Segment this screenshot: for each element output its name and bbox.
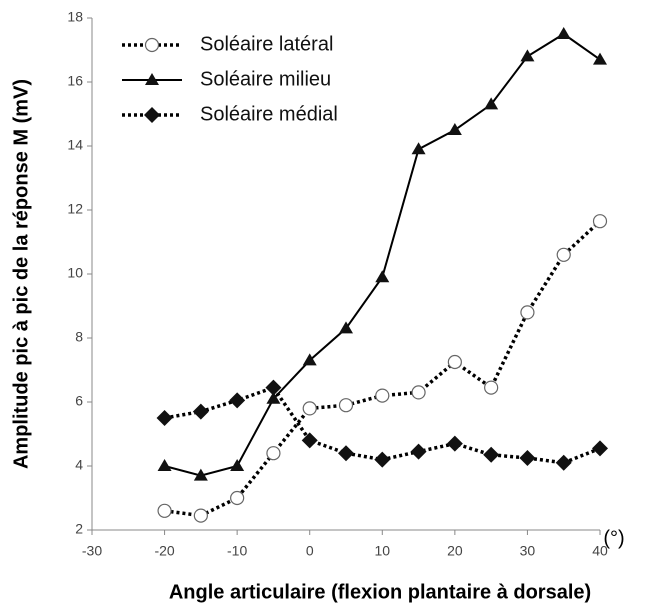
legend-marker bbox=[144, 37, 160, 53]
y-tick-label: 8 bbox=[75, 329, 83, 345]
point bbox=[266, 391, 281, 404]
point bbox=[556, 247, 571, 262]
point bbox=[339, 321, 353, 334]
point bbox=[592, 214, 608, 229]
point bbox=[446, 435, 463, 452]
legend-label: Soléaire milieu bbox=[200, 68, 331, 90]
point bbox=[556, 27, 571, 39]
legend-marker bbox=[144, 107, 160, 123]
point bbox=[266, 446, 281, 461]
legend-label: Soléaire latéral bbox=[200, 33, 333, 55]
point bbox=[483, 446, 500, 463]
x-tick-label: -20 bbox=[154, 543, 174, 559]
point bbox=[520, 49, 535, 62]
y-axis-title: Amplitude pic à pic de la réponse M (mV) bbox=[10, 79, 32, 469]
x-tick-label: 10 bbox=[374, 543, 390, 559]
point bbox=[157, 459, 172, 471]
y-tick-label: 12 bbox=[67, 201, 83, 217]
point bbox=[555, 454, 572, 471]
y-tick-label: 16 bbox=[67, 73, 83, 89]
point bbox=[519, 450, 536, 466]
point bbox=[193, 508, 208, 523]
y-tick-label: 10 bbox=[67, 265, 83, 281]
point bbox=[447, 123, 462, 135]
point bbox=[192, 403, 209, 420]
point bbox=[302, 353, 317, 366]
point bbox=[193, 468, 208, 481]
x-tick-label: 0 bbox=[306, 543, 314, 559]
series-line bbox=[164, 32, 601, 477]
point bbox=[229, 392, 246, 409]
point bbox=[302, 401, 317, 416]
y-tick-label: 4 bbox=[75, 457, 83, 473]
series-line bbox=[164, 219, 602, 518]
x-axis-title: Angle articulaire (flexion plantaire à d… bbox=[169, 581, 591, 603]
x-tick-label: -30 bbox=[82, 543, 102, 559]
point bbox=[230, 459, 245, 471]
point bbox=[411, 385, 426, 400]
y-tick-label: 14 bbox=[67, 137, 83, 153]
point bbox=[375, 388, 390, 403]
point bbox=[447, 354, 462, 370]
point bbox=[484, 97, 499, 110]
point bbox=[374, 451, 391, 468]
x-tick-label: 40 bbox=[592, 543, 608, 559]
y-tick-label: 6 bbox=[75, 393, 83, 409]
x-tick-label: 30 bbox=[520, 543, 536, 559]
legend-label: Soléaire médial bbox=[200, 103, 338, 125]
point bbox=[338, 398, 354, 413]
point bbox=[157, 503, 172, 518]
point bbox=[230, 490, 245, 506]
y-tick-label: 2 bbox=[75, 521, 83, 537]
point bbox=[338, 445, 354, 462]
point bbox=[410, 443, 427, 460]
point bbox=[592, 440, 608, 457]
point bbox=[375, 270, 390, 283]
x-tick-label: 20 bbox=[447, 543, 463, 559]
legend-marker bbox=[145, 73, 159, 85]
annotation: (°) bbox=[603, 527, 624, 549]
y-tick-label: 18 bbox=[67, 9, 83, 25]
point bbox=[484, 380, 499, 395]
point bbox=[301, 432, 318, 449]
point bbox=[156, 410, 173, 426]
point bbox=[520, 305, 535, 320]
point bbox=[593, 52, 607, 65]
x-tick-label: -10 bbox=[227, 543, 247, 559]
point bbox=[411, 142, 426, 155]
point bbox=[265, 379, 282, 396]
